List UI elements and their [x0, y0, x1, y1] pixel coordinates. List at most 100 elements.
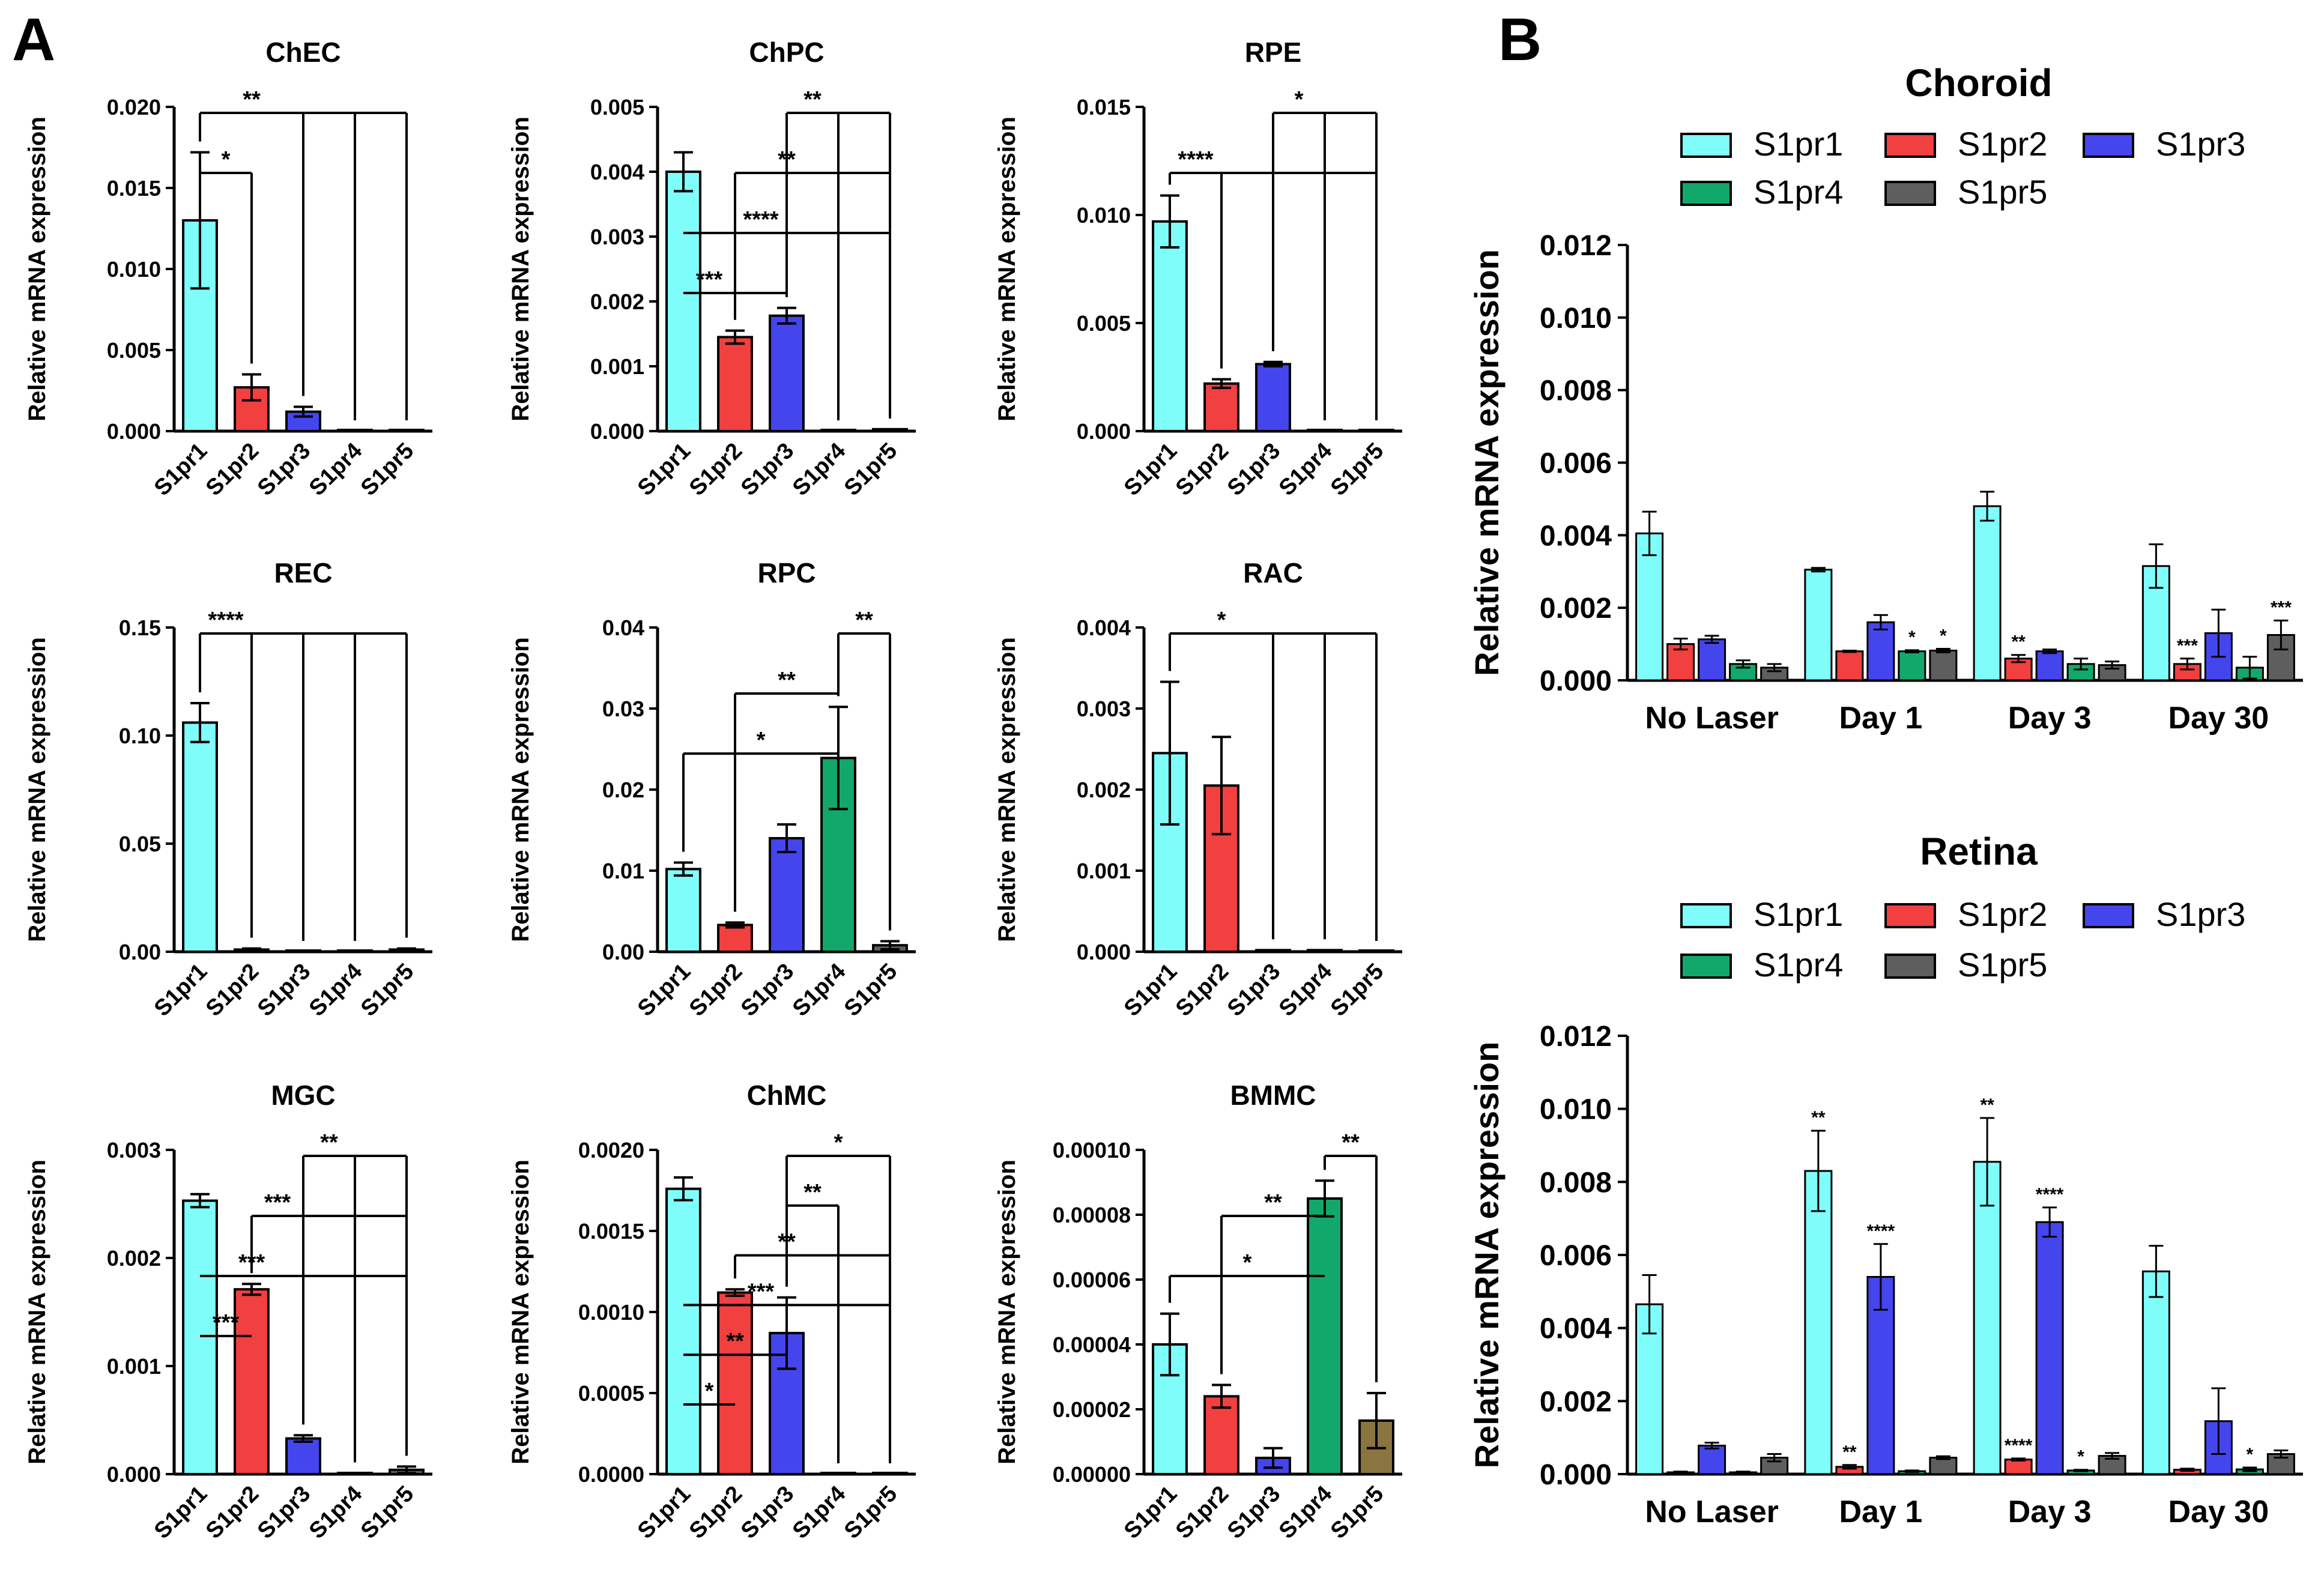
y-tick-label: 0.002: [590, 289, 644, 314]
bar-s1pr2: [1203, 382, 1239, 432]
y-tick-label: 0.0015: [578, 1219, 644, 1244]
bar-s1pr3: [1255, 949, 1291, 954]
bar-s1pr3: [1698, 638, 1726, 682]
bar-s1pr3: [285, 949, 321, 953]
significance-label: *: [757, 728, 766, 753]
x-tick-label: S1pr4: [788, 959, 850, 1021]
significance-label: **: [1811, 1108, 1826, 1128]
x-tick-label: S1pr5: [356, 438, 419, 501]
y-tick-label: 0.010: [1540, 303, 1612, 334]
y-axis-label: Relative mRNA expression: [1468, 249, 1505, 676]
chart-rec: REC 0.00 0.05 0.10 0.15 Relative mRNA express…: [24, 557, 432, 1021]
legend-swatch-s1pr4: [1680, 181, 1732, 206]
y-tick-label: 0.000: [590, 419, 644, 444]
chart-mgc: MGC 0.000 0.001 0.002 0.003 Relative mRNA exp…: [24, 1080, 432, 1544]
legend-swatch-s1pr1: [1680, 133, 1732, 158]
x-category-label: Day 1: [1839, 1495, 1922, 1529]
significance-label: **: [1842, 1442, 1857, 1462]
y-tick-label: 0.005: [107, 338, 161, 363]
bar-s1pr1: [665, 1187, 701, 1476]
significance-label: **: [243, 87, 261, 112]
x-tick-label: S1pr3: [736, 1481, 799, 1544]
y-axis-label: Relative mRNA expression: [994, 116, 1020, 422]
significance-label: **: [320, 1130, 338, 1155]
x-tick-label: S1pr3: [736, 438, 799, 501]
bar-s1pr5: [1358, 949, 1394, 953]
significance-label: *: [222, 147, 231, 172]
y-tick-label: 0.010: [107, 257, 161, 282]
x-tick-label: S1pr2: [685, 438, 747, 501]
y-axis-label: Relative mRNA expression: [994, 1159, 1020, 1465]
x-tick-label: S1pr1: [150, 959, 212, 1021]
significance-label: ****: [1867, 1221, 1895, 1241]
y-axis-label: Relative mRNA expression: [24, 1159, 50, 1465]
x-tick-label: S1pr5: [356, 959, 419, 1021]
legend-label: S1pr1: [1754, 895, 1843, 933]
bar-s1pr1: [1152, 1343, 1188, 1475]
y-axis-label: Relative mRNA expression: [507, 1159, 534, 1465]
x-tick-label: S1pr4: [1274, 1481, 1337, 1544]
bar-s1pr4: [337, 949, 373, 953]
x-tick-label: S1pr4: [788, 1481, 850, 1544]
bar-s1pr3: [1255, 363, 1291, 433]
bar-s1pr5: [1929, 649, 1958, 682]
y-tick-label: 0.00000: [1053, 1462, 1131, 1487]
chart-choroid: Choroid S1pr1 S1pr2 S1pr3 S1pr4 S1pr5 0.000 0.0…: [1468, 61, 2303, 736]
x-tick-label: S1pr5: [840, 438, 902, 501]
bar-s1pr2: [2004, 1459, 2033, 1475]
x-tick-label: S1pr5: [1326, 959, 1388, 1021]
y-tick-label: 0.000: [107, 1462, 161, 1487]
y-tick-label: 0.008: [1540, 375, 1612, 407]
bar-s1pr1: [1152, 220, 1188, 432]
bar-s1pr1: [665, 868, 701, 954]
bar-s1pr1: [1973, 1161, 2002, 1475]
significance-label: **: [2011, 632, 2026, 652]
x-category-label: Day 3: [2008, 1495, 2092, 1529]
chart-title: ChMC: [747, 1080, 827, 1111]
significance-label: ****: [2036, 1185, 2064, 1205]
bar-s1pr1: [1152, 752, 1188, 953]
panel-label-a: A: [12, 6, 55, 73]
significance-label: *: [1940, 626, 1947, 645]
legend-swatch-s1pr3: [2083, 133, 2134, 158]
y-tick-label: 0.002: [1540, 1386, 1612, 1418]
bar-s1pr3: [2035, 650, 2064, 682]
bar-s1pr5: [1358, 429, 1394, 432]
significance-label: ****: [2005, 1436, 2033, 1456]
legend-label: S1pr2: [1958, 895, 2047, 933]
x-tick-label: S1pr1: [633, 959, 695, 1021]
chart-title: RPE: [1245, 37, 1302, 68]
bar-s1pr5: [389, 429, 425, 432]
x-tick-label: S1pr5: [356, 1481, 419, 1544]
bar-s1pr3: [769, 314, 805, 433]
x-tick-label: S1pr3: [1223, 1481, 1285, 1544]
y-tick-label: 0.005: [1077, 311, 1131, 336]
significance-label: *: [705, 1379, 714, 1404]
significance-label: **: [1980, 1095, 1994, 1115]
x-tick-label: S1pr5: [1326, 1481, 1388, 1544]
x-tick-label: S1pr2: [1171, 1481, 1233, 1544]
legend-label: S1pr3: [2156, 125, 2245, 163]
y-tick-label: 0.00006: [1053, 1268, 1131, 1292]
bar-s1pr1: [182, 1199, 218, 1475]
x-tick-label: S1pr3: [736, 959, 799, 1021]
chart-retina: Retina S1pr1 S1pr2 S1pr3 S1pr4 S1pr5 0.000 0.00…: [1468, 830, 2303, 1529]
y-tick-label: 0.002: [1540, 593, 1612, 624]
x-tick-label: S1pr1: [1119, 1481, 1182, 1544]
y-tick-label: 0.15: [119, 615, 161, 640]
legend-swatch-s1pr5: [1884, 954, 1936, 979]
y-tick-label: 0.001: [1077, 859, 1131, 883]
chart-title: Retina: [1920, 830, 2038, 873]
bar-s1pr5: [872, 428, 908, 433]
charts-group: ChEC 0.000 0.005 0.010 0.015 0.020 Relative mR…: [24, 37, 2303, 1544]
bar-s1pr3: [285, 1437, 321, 1476]
x-tick-label: S1pr4: [304, 438, 367, 501]
y-tick-label: 0.000: [1077, 419, 1131, 444]
y-tick-label: 0.03: [602, 697, 644, 721]
x-category-label: Day 3: [2008, 701, 2092, 736]
y-tick-label: 0.0010: [578, 1300, 644, 1325]
x-category-label: Day 1: [1839, 701, 1922, 736]
y-tick-label: 0.00008: [1053, 1203, 1131, 1227]
y-tick-label: 0.015: [1077, 95, 1131, 119]
